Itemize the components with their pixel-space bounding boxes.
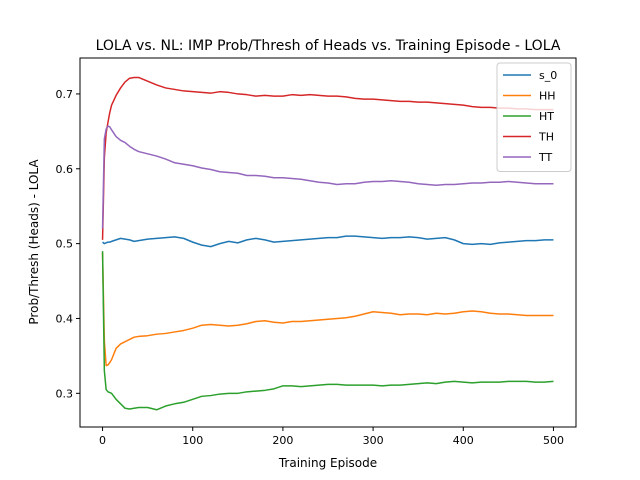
legend-label: TH xyxy=(538,131,554,144)
series-layer xyxy=(101,76,554,411)
series-line-th xyxy=(101,76,554,240)
x-tick-label: 300 xyxy=(363,434,384,447)
y-tick-label: 0.3 xyxy=(56,387,74,400)
x-tick-label: 400 xyxy=(453,434,474,447)
legend-label: s_0 xyxy=(539,69,557,82)
x-tick-label: 100 xyxy=(182,434,203,447)
plot-frame xyxy=(79,57,577,428)
chart-title: LOLA vs. NL: IMP Prob/Thresh of Heads vs… xyxy=(96,38,561,54)
x-tick-label: 500 xyxy=(543,434,564,447)
legend-label: TT xyxy=(538,151,553,164)
legend: s_0 HH HT TH TT xyxy=(496,62,572,172)
y-axis-label: Prob/Thresh (Heads) - LOLA xyxy=(27,159,41,325)
series-line-s_0 xyxy=(102,235,554,248)
y-tick-label: 0.7 xyxy=(56,88,74,101)
series-line-ht xyxy=(101,251,554,411)
x-tick-label: 0 xyxy=(99,434,106,447)
legend-label: HT xyxy=(539,110,554,123)
y-tick-label: 0.4 xyxy=(56,312,74,325)
series-line-tt xyxy=(101,125,554,229)
legend-label: HH xyxy=(539,90,556,103)
tick-layer: 0 100 200 300 400 500 0.3 0.4 0.5 0.6 0.7 xyxy=(56,88,564,447)
y-tick-label: 0.6 xyxy=(56,163,74,176)
series-line-hh xyxy=(101,252,554,367)
legend-box xyxy=(496,62,572,172)
y-tick-label: 0.5 xyxy=(56,238,74,251)
x-tick-label: 200 xyxy=(272,434,293,447)
x-axis-label: Training Episode xyxy=(278,456,377,470)
